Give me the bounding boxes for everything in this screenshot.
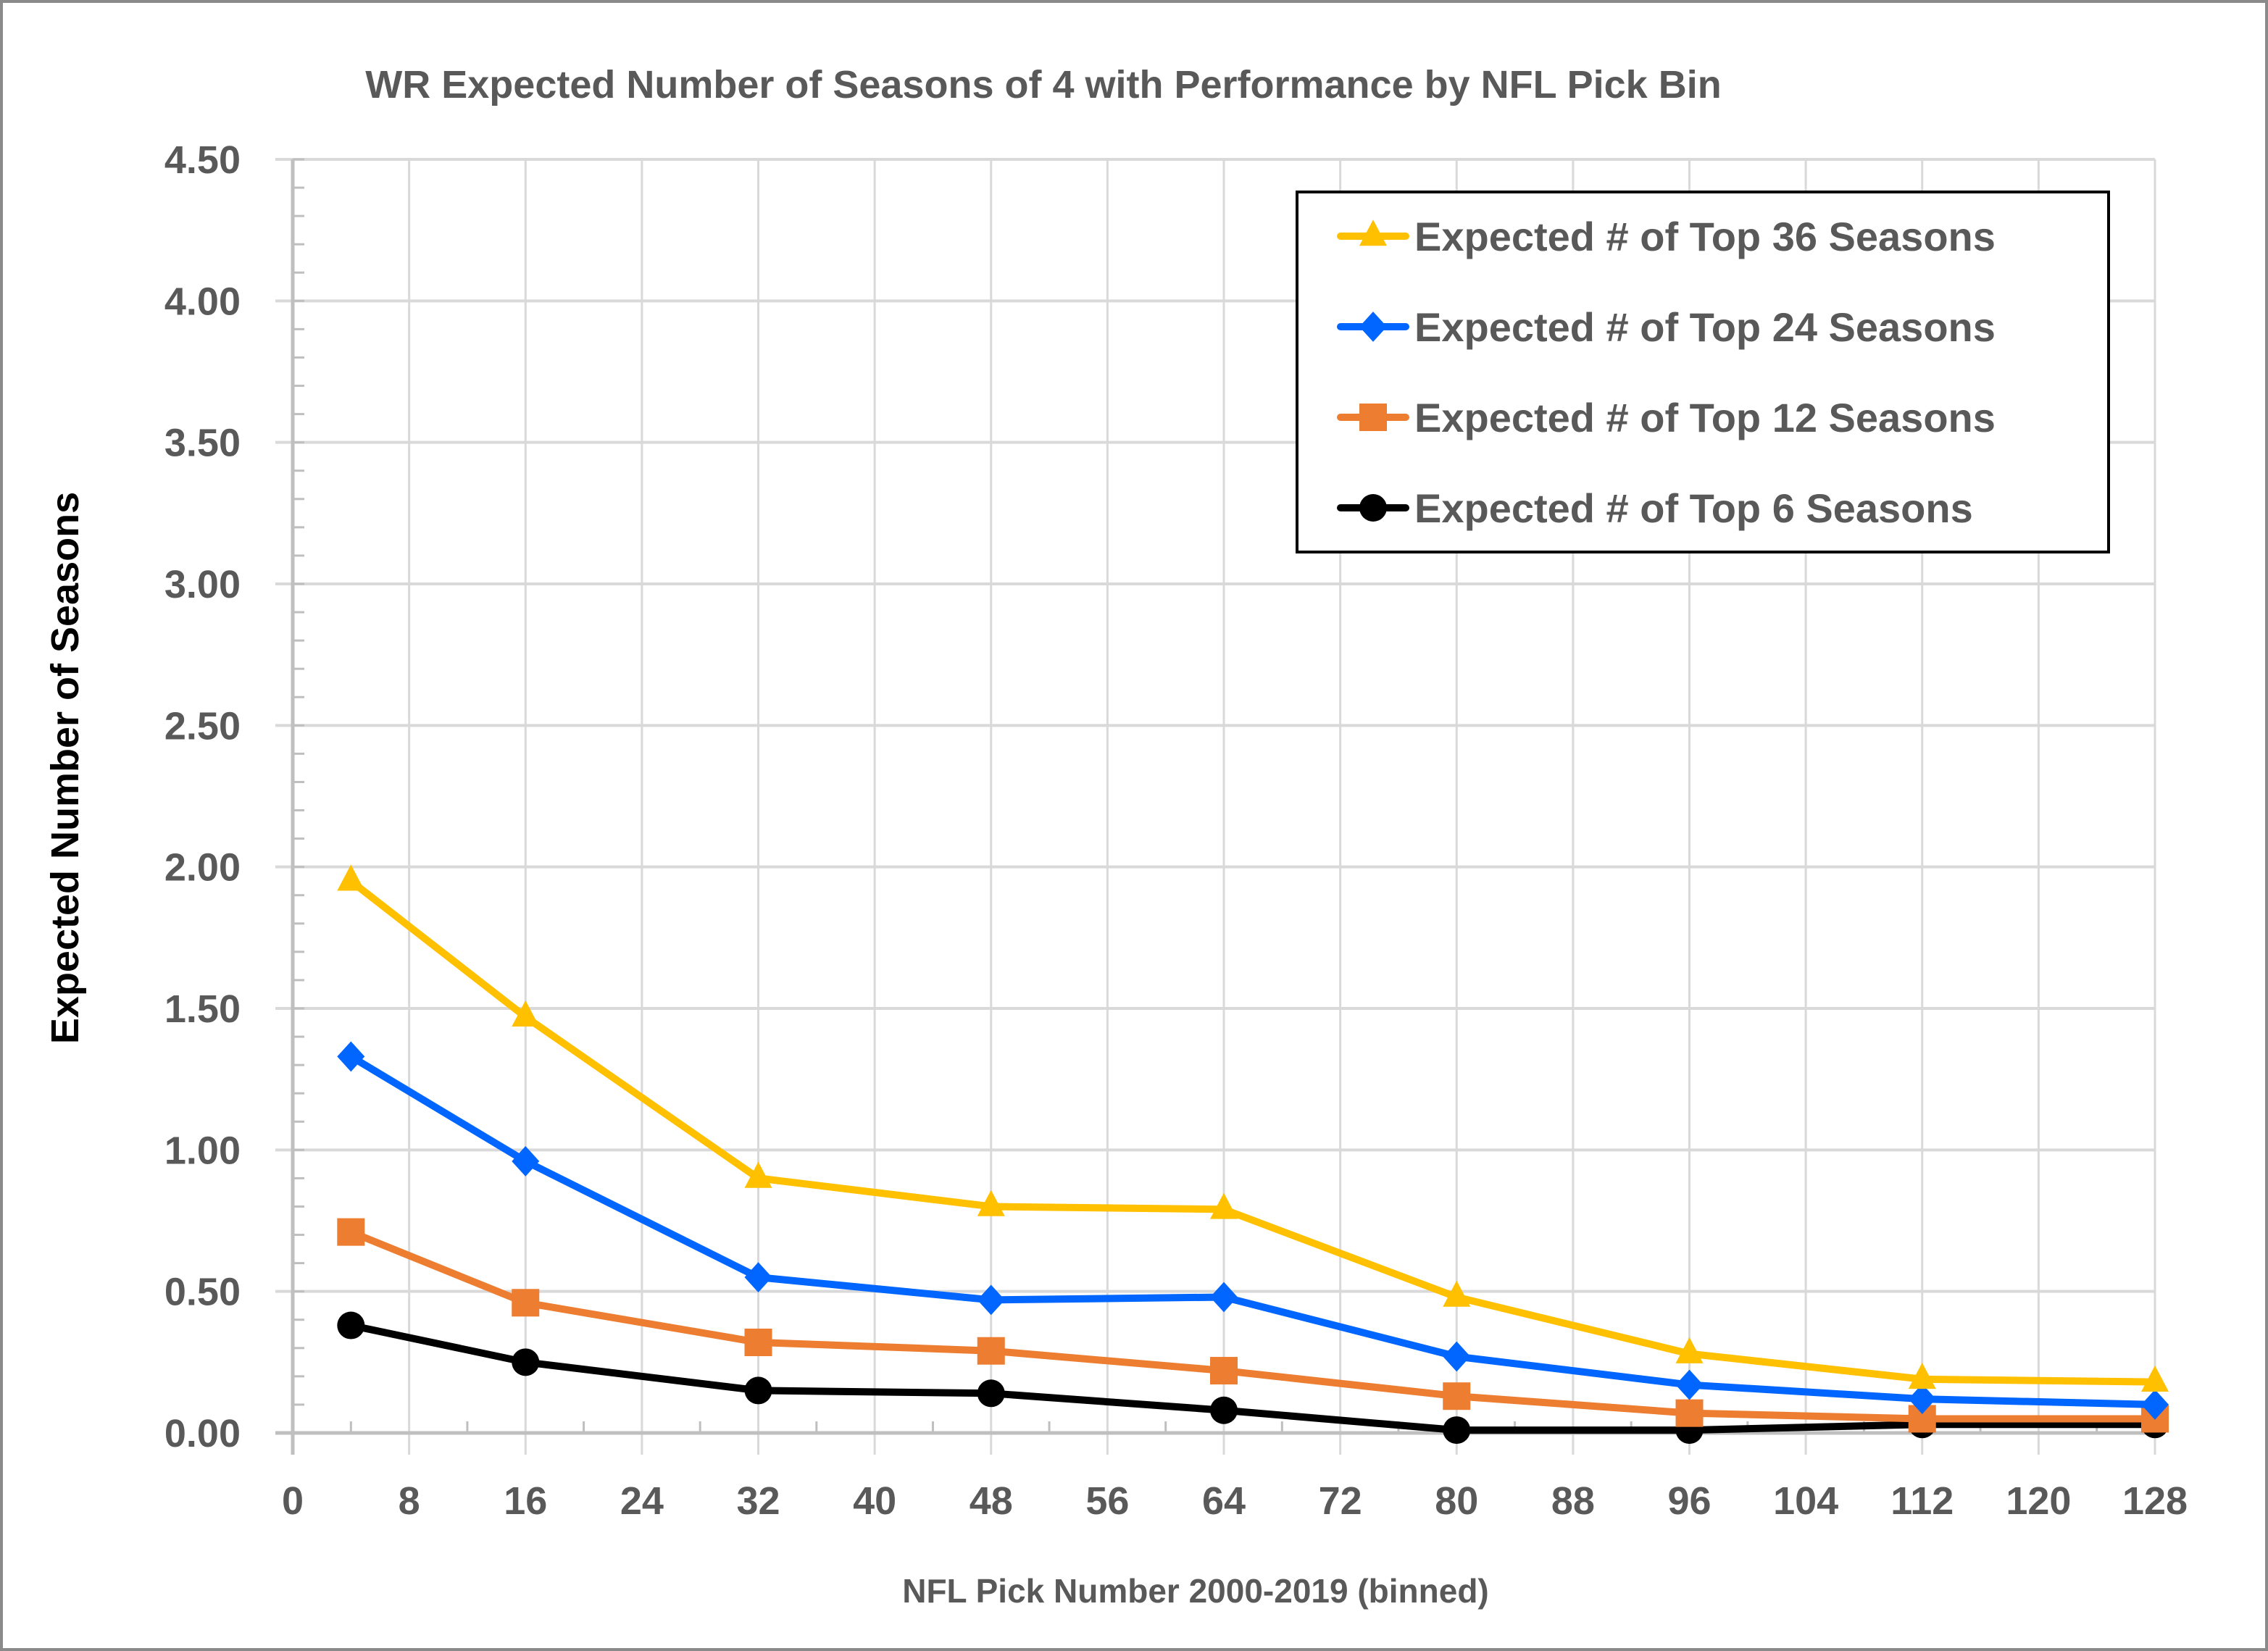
x-tick-label: 104 [1773,1479,1838,1523]
x-tick-label: 112 [1890,1479,1954,1523]
data-point-square [1443,1382,1471,1410]
y-tick-label: 4.00 [164,280,241,323]
series-group [337,864,2169,1445]
data-point-square [512,1289,540,1317]
x-tick-label: 56 [1085,1479,1129,1523]
series-circle [337,1311,2169,1445]
data-point-triangle [1443,1280,1471,1307]
data-point-circle [1443,1416,1471,1445]
legend-label: Expected # of Top 12 Seasons [1414,395,1996,440]
x-tick-label: 16 [504,1479,547,1523]
data-point-square [1210,1357,1238,1385]
x-tick-label: 64 [1202,1479,1246,1523]
x-tick-label: 120 [2006,1479,2071,1523]
series-diamond [337,1041,2169,1420]
axes [275,158,2155,1455]
data-point-square [977,1337,1005,1365]
y-tick-labels: 0.00 0.50 1.00 1.50 2.00 2.50 3.00 3.50 4.00 4.50 [164,138,241,1455]
data-point-triangle [1908,1362,1936,1389]
x-tick-label: 128 [2122,1479,2188,1523]
y-tick-label: 1.00 [164,1129,241,1172]
data-point-diamond [337,1041,365,1072]
legend-label: Expected # of Top 24 Seasons [1414,304,1996,350]
data-point-diamond [744,1262,772,1293]
legend-marker-circle [1359,494,1387,522]
legend: Expected # of Top 36 Seasons Expected # o… [1296,191,2110,553]
x-tick-label: 80 [1435,1479,1478,1523]
y-tick-label: 0.50 [164,1271,241,1314]
data-point-circle [1210,1396,1238,1424]
data-point-circle [744,1376,772,1405]
y-tick-label: 2.50 [164,704,241,748]
y-tick-label: 4.50 [164,138,241,182]
data-point-diamond [977,1284,1005,1316]
x-axis-title: NFL Pick Number 2000-2019 (binned) [902,1572,1489,1610]
legend-item: Expected # of Top 6 Seasons [1337,485,1973,531]
y-axis-title: Expected Number of Seasons [43,492,87,1044]
legend-item: Expected # of Top 36 Seasons [1337,214,1996,259]
data-point-triangle [1210,1192,1238,1219]
y-tick-label: 2.00 [164,846,241,890]
data-point-square [744,1328,772,1356]
legend-label: Expected # of Top 36 Seasons [1414,214,1996,259]
data-point-diamond [1908,1384,1936,1415]
legend-marker-triangle [1359,220,1387,246]
data-point-triangle [744,1161,772,1188]
data-point-diamond [2141,1389,2169,1420]
x-tick-label: 96 [1667,1479,1711,1523]
x-tick-label: 48 [970,1479,1013,1523]
series-line [349,1053,2156,1408]
x-tick-label: 24 [620,1479,664,1523]
legend-marker-diamond [1359,312,1387,342]
x-tick-label: 32 [736,1479,780,1523]
x-tick-label: 72 [1319,1479,1362,1523]
y-tick-label: 3.00 [164,563,241,606]
x-tick-label: 8 [399,1479,420,1523]
data-point-diamond [1675,1369,1704,1400]
data-point-triangle [977,1190,1005,1216]
data-point-circle [512,1348,540,1376]
x-tick-label: 40 [853,1479,896,1523]
data-point-diamond [512,1146,540,1176]
data-point-square [1675,1399,1704,1427]
legend-marker-square [1359,404,1387,431]
series-line [349,1228,2155,1423]
series-triangle [337,864,2169,1392]
data-point-triangle [337,864,365,891]
y-tick-label: 0.00 [164,1412,241,1455]
data-point-triangle [2141,1365,2169,1392]
data-point-diamond [1210,1282,1238,1313]
x-tick-label: 88 [1551,1479,1595,1523]
legend-box [1296,191,2110,553]
x-tick-labels: 0 8 16 24 32 40 48 56 64 72 80 88 96 104 112 120 128 [282,1479,2188,1523]
y-tick-label: 1.50 [164,987,241,1031]
data-point-square [337,1218,365,1246]
y-tick-label: 3.50 [164,422,241,465]
data-point-triangle [1675,1337,1704,1363]
data-point-diamond [1443,1341,1471,1372]
data-point-circle [337,1311,365,1339]
x-tick-label: 0 [282,1479,304,1523]
legend-label: Expected # of Top 6 Seasons [1414,485,1973,531]
legend-item: Expected # of Top 24 Seasons [1337,304,1996,350]
data-point-triangle [512,1000,540,1027]
data-point-circle [977,1379,1005,1408]
chart-title: WR Expected Number of Seasons of 4 with … [365,63,1721,106]
legend-item: Expected # of Top 12 Seasons [1337,395,1996,440]
